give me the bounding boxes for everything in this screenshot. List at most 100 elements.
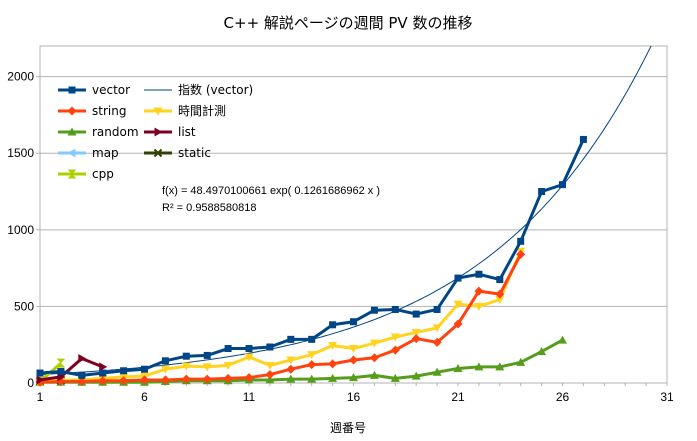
data-point (454, 274, 462, 282)
legend-label: cpp (92, 167, 114, 181)
data-point (140, 375, 149, 385)
data-point (265, 370, 275, 380)
data-point (328, 373, 338, 382)
data-point (160, 365, 170, 374)
data-point (369, 370, 379, 379)
data-point (181, 374, 191, 384)
legend-marker (67, 106, 77, 116)
data-point (370, 306, 378, 314)
series-group (35, 135, 587, 387)
data-point (516, 249, 526, 259)
x-tick-label: 16 (347, 390, 361, 404)
data-point (99, 369, 107, 377)
legend-label: 指数 (vector) (178, 82, 253, 97)
data-point (203, 351, 211, 359)
legend: vector 指数 (vector) string 時間計測 random list map… (58, 82, 253, 181)
data-point (223, 373, 233, 383)
legend-item-static: static (144, 146, 211, 160)
legend-marker (68, 86, 76, 94)
data-point (161, 357, 169, 365)
data-point (349, 355, 358, 365)
data-point (475, 270, 483, 278)
data-point (350, 318, 357, 326)
data-point (56, 358, 66, 368)
series-line (39, 356, 104, 382)
data-point (411, 334, 421, 344)
y-axis: 0 500 1000 1500 2000 (7, 70, 40, 390)
data-point (349, 345, 358, 354)
data-point (224, 345, 232, 353)
x-tick-label: 26 (556, 390, 570, 404)
legend-label: list (178, 125, 196, 139)
data-point (265, 375, 275, 384)
data-point (390, 345, 400, 355)
data-point (202, 374, 212, 384)
legend-item-list: list (144, 125, 196, 139)
data-point (223, 361, 233, 370)
data-point (328, 341, 338, 350)
data-point (495, 362, 505, 371)
data-point (307, 374, 317, 383)
legend-label: 時間計測 (178, 103, 226, 118)
data-point (453, 300, 463, 309)
legend-marker (67, 127, 77, 136)
data-point (307, 360, 317, 370)
data-point (307, 351, 317, 360)
data-point (78, 353, 87, 363)
legend-item-timing: 時間計測 (144, 103, 226, 118)
data-point (181, 362, 191, 371)
data-point (433, 305, 441, 313)
data-point (182, 352, 190, 360)
data-point (432, 337, 442, 347)
legend-item-map: map (58, 146, 119, 160)
trendline-r-squared: R² = 0.9588580818 (162, 202, 257, 214)
data-point (558, 335, 567, 344)
data-point (328, 359, 338, 369)
data-point (98, 376, 108, 386)
data-point (286, 374, 296, 383)
x-tick-label: 21 (451, 390, 465, 404)
data-point (453, 319, 463, 329)
x-tick-label: 1 (37, 390, 44, 404)
data-point (245, 345, 253, 353)
legend-label: string (92, 104, 126, 118)
series-line (40, 338, 564, 384)
series-random (35, 335, 567, 386)
chart-title: C++ 解説ページの週間 PV 数の推移 (224, 14, 473, 32)
data-point (57, 368, 65, 376)
data-point (265, 361, 275, 370)
data-point (474, 286, 484, 296)
y-tick-label: 1500 (7, 146, 34, 160)
data-point (286, 364, 296, 374)
data-point (453, 363, 463, 372)
legend-marker (67, 148, 76, 158)
legend-item-random: random (58, 125, 139, 139)
legend-label: static (178, 146, 211, 160)
data-point (474, 302, 484, 311)
legend-label: map (92, 146, 119, 160)
data-point (119, 376, 129, 386)
data-point (432, 367, 442, 376)
data-point (517, 237, 525, 245)
x-tick-label: 31 (660, 390, 674, 404)
data-point (495, 296, 505, 305)
data-point (99, 362, 108, 372)
legend-marker (154, 127, 163, 137)
data-point (579, 135, 587, 143)
data-point (537, 347, 547, 356)
data-point (244, 373, 254, 383)
data-point (516, 357, 526, 366)
y-tick-label: 1000 (7, 223, 34, 237)
legend-marker (67, 169, 77, 179)
legend-label: random (92, 125, 139, 139)
data-point (36, 369, 44, 377)
data-point (391, 305, 399, 313)
data-point (390, 333, 400, 342)
data-point (36, 375, 45, 385)
data-point (474, 362, 484, 371)
legend-marker (153, 148, 163, 158)
data-point (369, 339, 379, 348)
data-point (411, 328, 421, 337)
